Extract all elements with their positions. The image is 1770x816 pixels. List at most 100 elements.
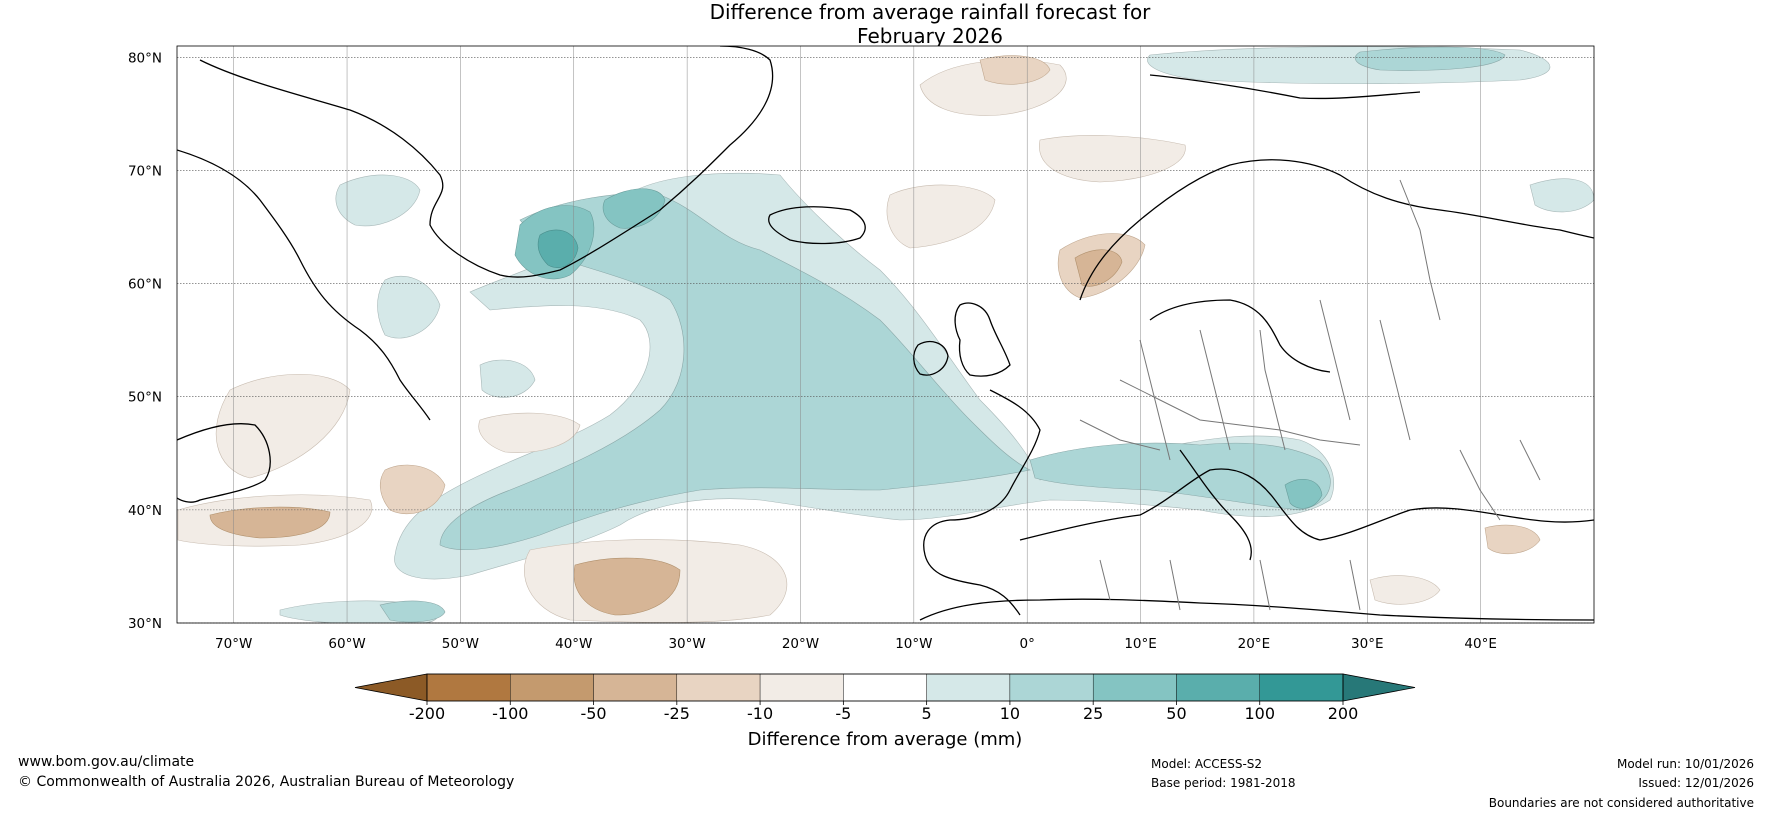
anomaly-region-subtropic-core	[379, 600, 446, 623]
title-line-1: Difference from average rainfall forecas…	[709, 0, 1151, 24]
map-frame	[176, 45, 1595, 624]
coastline-baltic	[1149, 299, 1331, 373]
anomaly-region-ne-med-dry	[1484, 524, 1541, 555]
colorbar-extend-high	[1342, 673, 1416, 702]
latitude-labels: 80°N 70°N 60°N 50°N 40°N 30°N	[128, 50, 162, 632]
lon-tick-label: 20°E	[1238, 636, 1270, 652]
chart-title: Difference from average rainfall forecas…	[0, 0, 1770, 48]
anomaly-region-norway-dry-core	[1074, 249, 1123, 287]
longitude-labels: 70°W 60°W 50°W 40°W 30°W 20°W 10°W 0° 10°E 20°E 30…	[215, 636, 1497, 652]
lon-tick-label: 50°W	[442, 636, 479, 652]
colorbar-bin	[926, 673, 1011, 702]
anomaly-region-atlantic-west-dry-core	[209, 506, 331, 539]
lon-tick-label: 70°W	[215, 636, 252, 652]
colorbar-bin	[593, 673, 678, 702]
colorbar-bin	[426, 673, 511, 702]
footer-disclaimer: Boundaries are not considered authoritat…	[1488, 796, 1754, 810]
colorbar-tick-label: 200	[1328, 704, 1359, 723]
colorbar-tick-label: 10	[1000, 704, 1020, 723]
anomaly-region-n-africa-dry	[1369, 575, 1441, 605]
footer-base-period: Base period: 1981-2018	[1151, 776, 1296, 790]
lon-tick-label: 30°W	[668, 636, 705, 652]
lat-tick-label: 50°N	[128, 390, 162, 406]
lat-tick-label: 40°N	[128, 503, 162, 519]
footer-issued: Issued: 12/01/2026	[1638, 776, 1754, 790]
colorbar-bin	[1259, 673, 1344, 702]
colorbar-bin	[1176, 673, 1260, 702]
anomaly-region-atlantic-sw-dry-core	[573, 557, 681, 616]
title-line-2: February 2026	[857, 24, 1003, 48]
lat-tick-label: 30°N	[128, 616, 162, 632]
lon-tick-label: 40°E	[1464, 636, 1496, 652]
anomaly-region-arctic-core	[1355, 46, 1506, 71]
lon-tick-label: 20°W	[782, 636, 819, 652]
lat-tick-label: 70°N	[128, 163, 162, 179]
lon-tick-label: 40°W	[555, 636, 592, 652]
colorbar-title: Difference from average (mm)	[748, 729, 1023, 750]
colorbar-tick-label: -25	[664, 704, 690, 723]
lon-tick-label: 10°E	[1124, 636, 1156, 652]
colorbar-bin	[676, 673, 761, 702]
lon-tick-label: 30°E	[1351, 636, 1383, 652]
colorbar-bin	[510, 673, 594, 702]
coastlines	[177, 46, 1594, 621]
colorbar-frame	[426, 673, 1344, 702]
colorbar-tick-label: -100	[492, 704, 528, 723]
colorbar-bin	[759, 673, 844, 702]
coastline-canada-north	[177, 149, 431, 421]
coastline-italy	[1179, 449, 1252, 561]
lon-tick-label: 60°W	[328, 636, 365, 652]
lat-tick-label: 60°N	[128, 277, 162, 293]
colorbar-tick-label: 5	[922, 704, 932, 723]
colorbar: -200 -100 -50 -25 -10 -5 5 10 25 50 100 200 Differen…	[354, 673, 1416, 750]
anomaly-region-azores-dry	[380, 464, 446, 515]
anomaly-region-newfoundland	[377, 275, 441, 339]
colorbar-tick-label: -200	[409, 704, 445, 723]
anomaly-region-atlantic-medium	[439, 193, 1031, 550]
anomaly-region-greece	[1284, 478, 1323, 509]
colorbar-extend-low	[354, 673, 428, 702]
anomaly-region-east-greenland-dry-core	[979, 55, 1051, 85]
anomaly-layer	[177, 46, 1594, 623]
anomaly-region-canada-dry	[215, 373, 351, 479]
footer-website: www.bom.gov.au/climate	[18, 754, 195, 770]
anomaly-region-barents	[1529, 178, 1594, 213]
colorbar-tick-label: -50	[580, 704, 606, 723]
country-borders	[1079, 179, 1541, 611]
lon-tick-label: 0°	[1020, 636, 1035, 652]
anomaly-region-mediterranean	[1029, 442, 1331, 511]
coastline-greenland	[199, 46, 774, 278]
border-lines-europe	[1079, 179, 1541, 611]
footer-model-run: Model run: 10/01/2026	[1616, 757, 1754, 771]
colorbar-tick-label: -10	[747, 704, 773, 723]
coastline-iceland	[768, 206, 866, 245]
coastline-north-africa	[919, 598, 1594, 621]
colorbar-tick-label: 25	[1083, 704, 1103, 723]
coastline-uk	[954, 302, 1011, 377]
coastline-ireland	[913, 341, 949, 376]
anomaly-region-labrador	[335, 174, 421, 227]
map-panel: 80°N 70°N 60°N 50°N 40°N 30°N 70°W 60°W 50°W 40°…	[128, 45, 1595, 652]
coastline-russia-arctic	[1149, 74, 1421, 100]
footer-model: Model: ACCESS-S2	[1151, 757, 1263, 771]
footer-copyright: © Commonwealth of Australia 2026, Austra…	[18, 774, 515, 790]
colorbar-bin	[1009, 673, 1094, 702]
colorbar-tick-label: -5	[835, 704, 851, 723]
colorbar-tick-label: 50	[1166, 704, 1186, 723]
anomaly-region-denmark-strait	[602, 188, 666, 229]
anomaly-region-midatl-dry	[478, 412, 581, 453]
coastline-scandinavia	[1079, 159, 1594, 301]
gridlines	[177, 46, 1594, 624]
lat-tick-label: 80°N	[128, 50, 162, 66]
anomaly-region-midatlantic	[479, 359, 536, 398]
anomaly-region-northsea-dry	[1039, 135, 1186, 183]
lon-tick-label: 10°W	[895, 636, 932, 652]
colorbar-bin	[843, 673, 927, 702]
colorbar-tick-label: 100	[1244, 704, 1275, 723]
coastline-labrador-newfoundland	[177, 423, 271, 503]
colorbar-bin	[1092, 673, 1177, 702]
coastline-mediterranean	[1019, 468, 1594, 541]
anomaly-region-greenland-core	[537, 229, 579, 268]
coastline-europe-west	[923, 389, 1041, 616]
